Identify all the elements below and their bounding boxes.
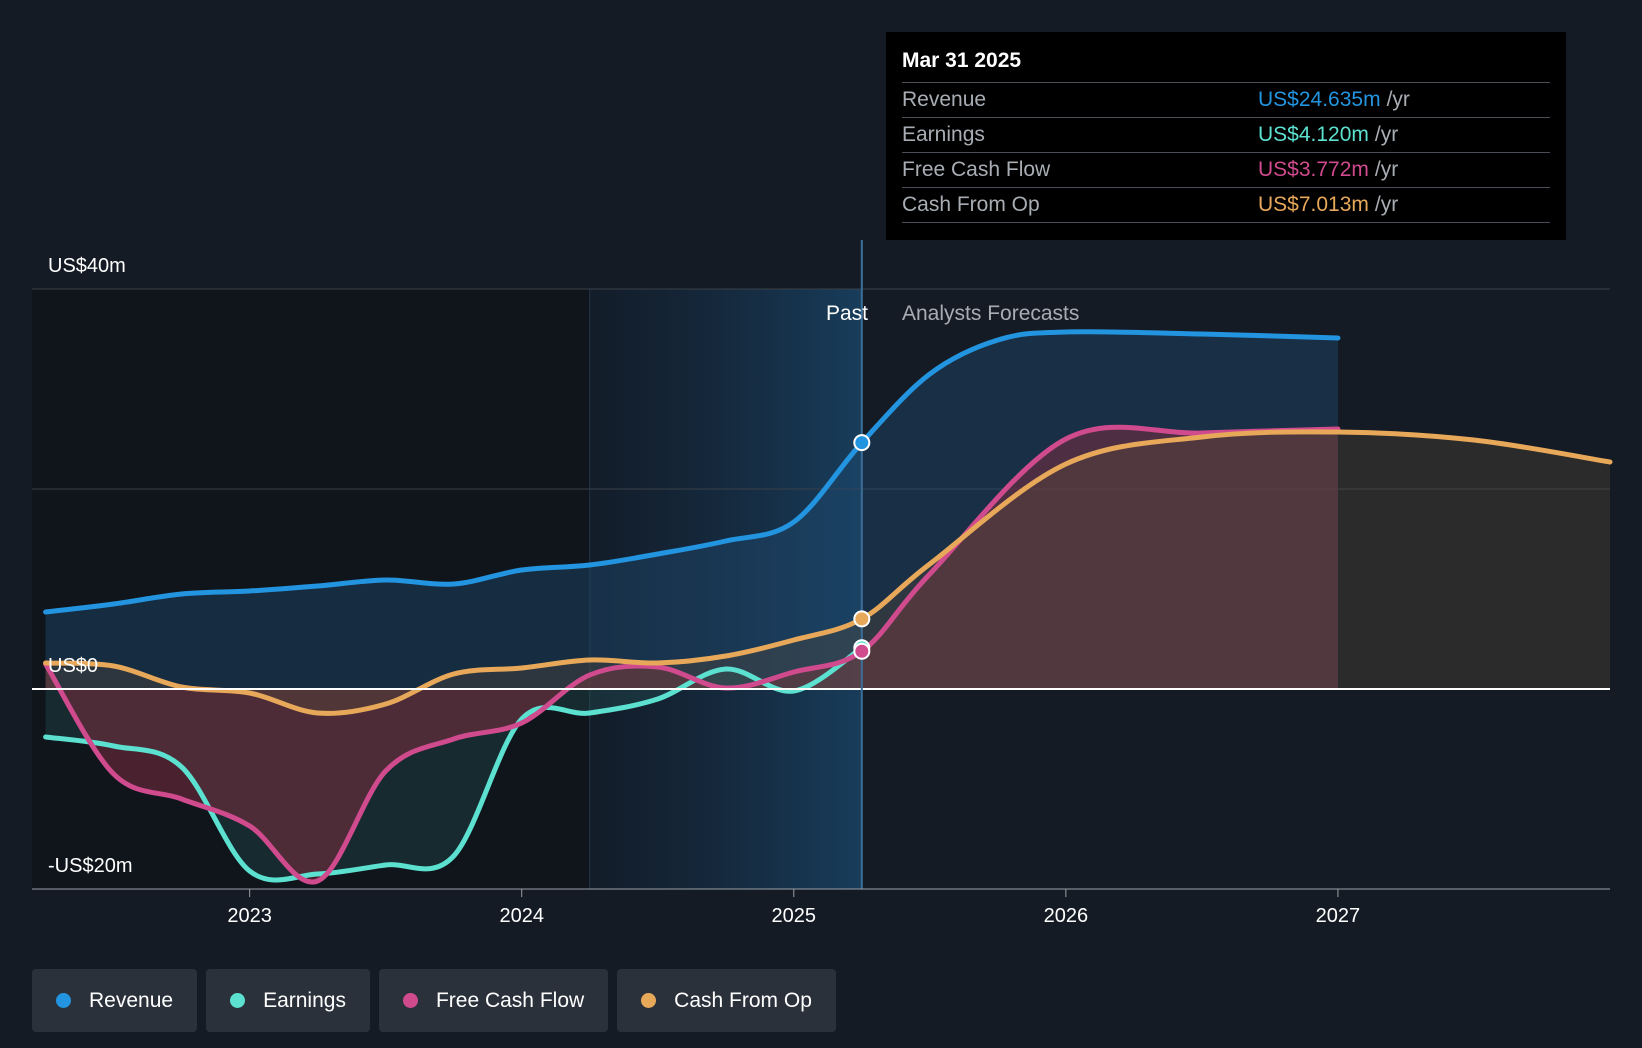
series-lines: [43, 329, 1613, 885]
tooltip-unit: /yr: [1374, 193, 1399, 216]
tooltip-row-earnings: Earnings US$4.120m /yr: [902, 118, 1550, 153]
x-tick-label: 2024: [499, 905, 544, 927]
x-tick-label: 2023: [227, 905, 272, 927]
tooltip-row-free-cash-flow: Free Cash Flow US$3.772m /yr: [902, 153, 1550, 188]
tooltip-unit: /yr: [1374, 158, 1399, 181]
legend-dot-icon: [402, 993, 418, 1008]
legend-dot-icon: [230, 993, 246, 1008]
tooltip-row-cash-from-op: Cash From Op US$7.013m /yr: [902, 188, 1550, 223]
tooltip-label: Earnings: [902, 123, 985, 146]
tooltip-date: Mar 31 2025: [902, 46, 1550, 83]
x-tick-label: 2027: [1316, 905, 1361, 927]
tooltip-value: US$3.772m: [1258, 158, 1369, 181]
marker-free-cash-flow: [853, 642, 871, 660]
x-tick-label: 2026: [1044, 905, 1089, 927]
y-label-bottom: -US$20m: [48, 855, 132, 877]
legend: Revenue Earnings Free Cash Flow Cash Fro…: [32, 969, 836, 1032]
tooltip-row-revenue: Revenue US$24.635m /yr: [902, 83, 1550, 118]
marker-revenue: [853, 434, 871, 452]
legend-label: Earnings: [263, 988, 346, 1012]
x-axis-ticks: 2023 2024 2025 2026 2027: [32, 888, 1610, 927]
tooltip-value: US$7.013m: [1258, 193, 1369, 216]
tooltip-value: US$4.120m: [1258, 123, 1369, 146]
tooltip: Mar 31 2025 Revenue US$24.635m /yr Earni…: [886, 32, 1566, 240]
area-free-cash-flow: [45, 427, 1338, 883]
area-cash-from-op: [45, 431, 1611, 714]
legend-item-revenue[interactable]: Revenue: [32, 969, 198, 1032]
tooltip-value: US$24.635m: [1258, 88, 1381, 111]
tooltip-unit: /yr: [1374, 123, 1399, 146]
legend-dot-icon: [56, 993, 71, 1008]
tooltip-label: Free Cash Flow: [902, 158, 1051, 181]
line-free-cash-flow: [43, 424, 1341, 885]
legend-label: Revenue: [89, 988, 174, 1012]
legend-item-free-cash-flow[interactable]: Free Cash Flow: [378, 969, 609, 1032]
tooltip-unit: /yr: [1386, 88, 1410, 111]
past-highlight-region: [589, 289, 862, 889]
line-revenue: [43, 329, 1341, 615]
tooltip-label: Cash From Op: [902, 193, 1040, 216]
highlight-markers: [853, 434, 871, 660]
x-tick-label: 2025: [772, 905, 817, 927]
y-label-zero: US$0: [48, 655, 98, 677]
legend-label: Free Cash Flow: [435, 988, 585, 1012]
series-areas: [45, 331, 1611, 883]
legend-item-earnings[interactable]: Earnings: [206, 969, 370, 1032]
line-cash-from-op: [43, 429, 1613, 716]
y-label-top: US$40m: [48, 255, 126, 277]
legend-dot-icon: [641, 993, 657, 1008]
line-earnings: [43, 645, 865, 883]
legend-item-cash-from-op[interactable]: Cash From Op: [617, 969, 836, 1032]
forecast-label: Analysts Forecasts: [902, 302, 1079, 325]
past-label: Past: [826, 302, 868, 325]
tooltip-label: Revenue: [902, 88, 987, 111]
legend-label: Cash From Op: [674, 988, 812, 1012]
marker-cash-from-op: [853, 610, 871, 628]
